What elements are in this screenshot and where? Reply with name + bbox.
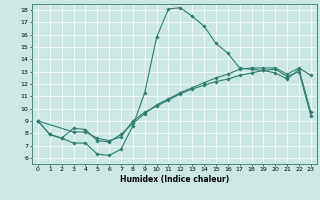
X-axis label: Humidex (Indice chaleur): Humidex (Indice chaleur) [120,175,229,184]
